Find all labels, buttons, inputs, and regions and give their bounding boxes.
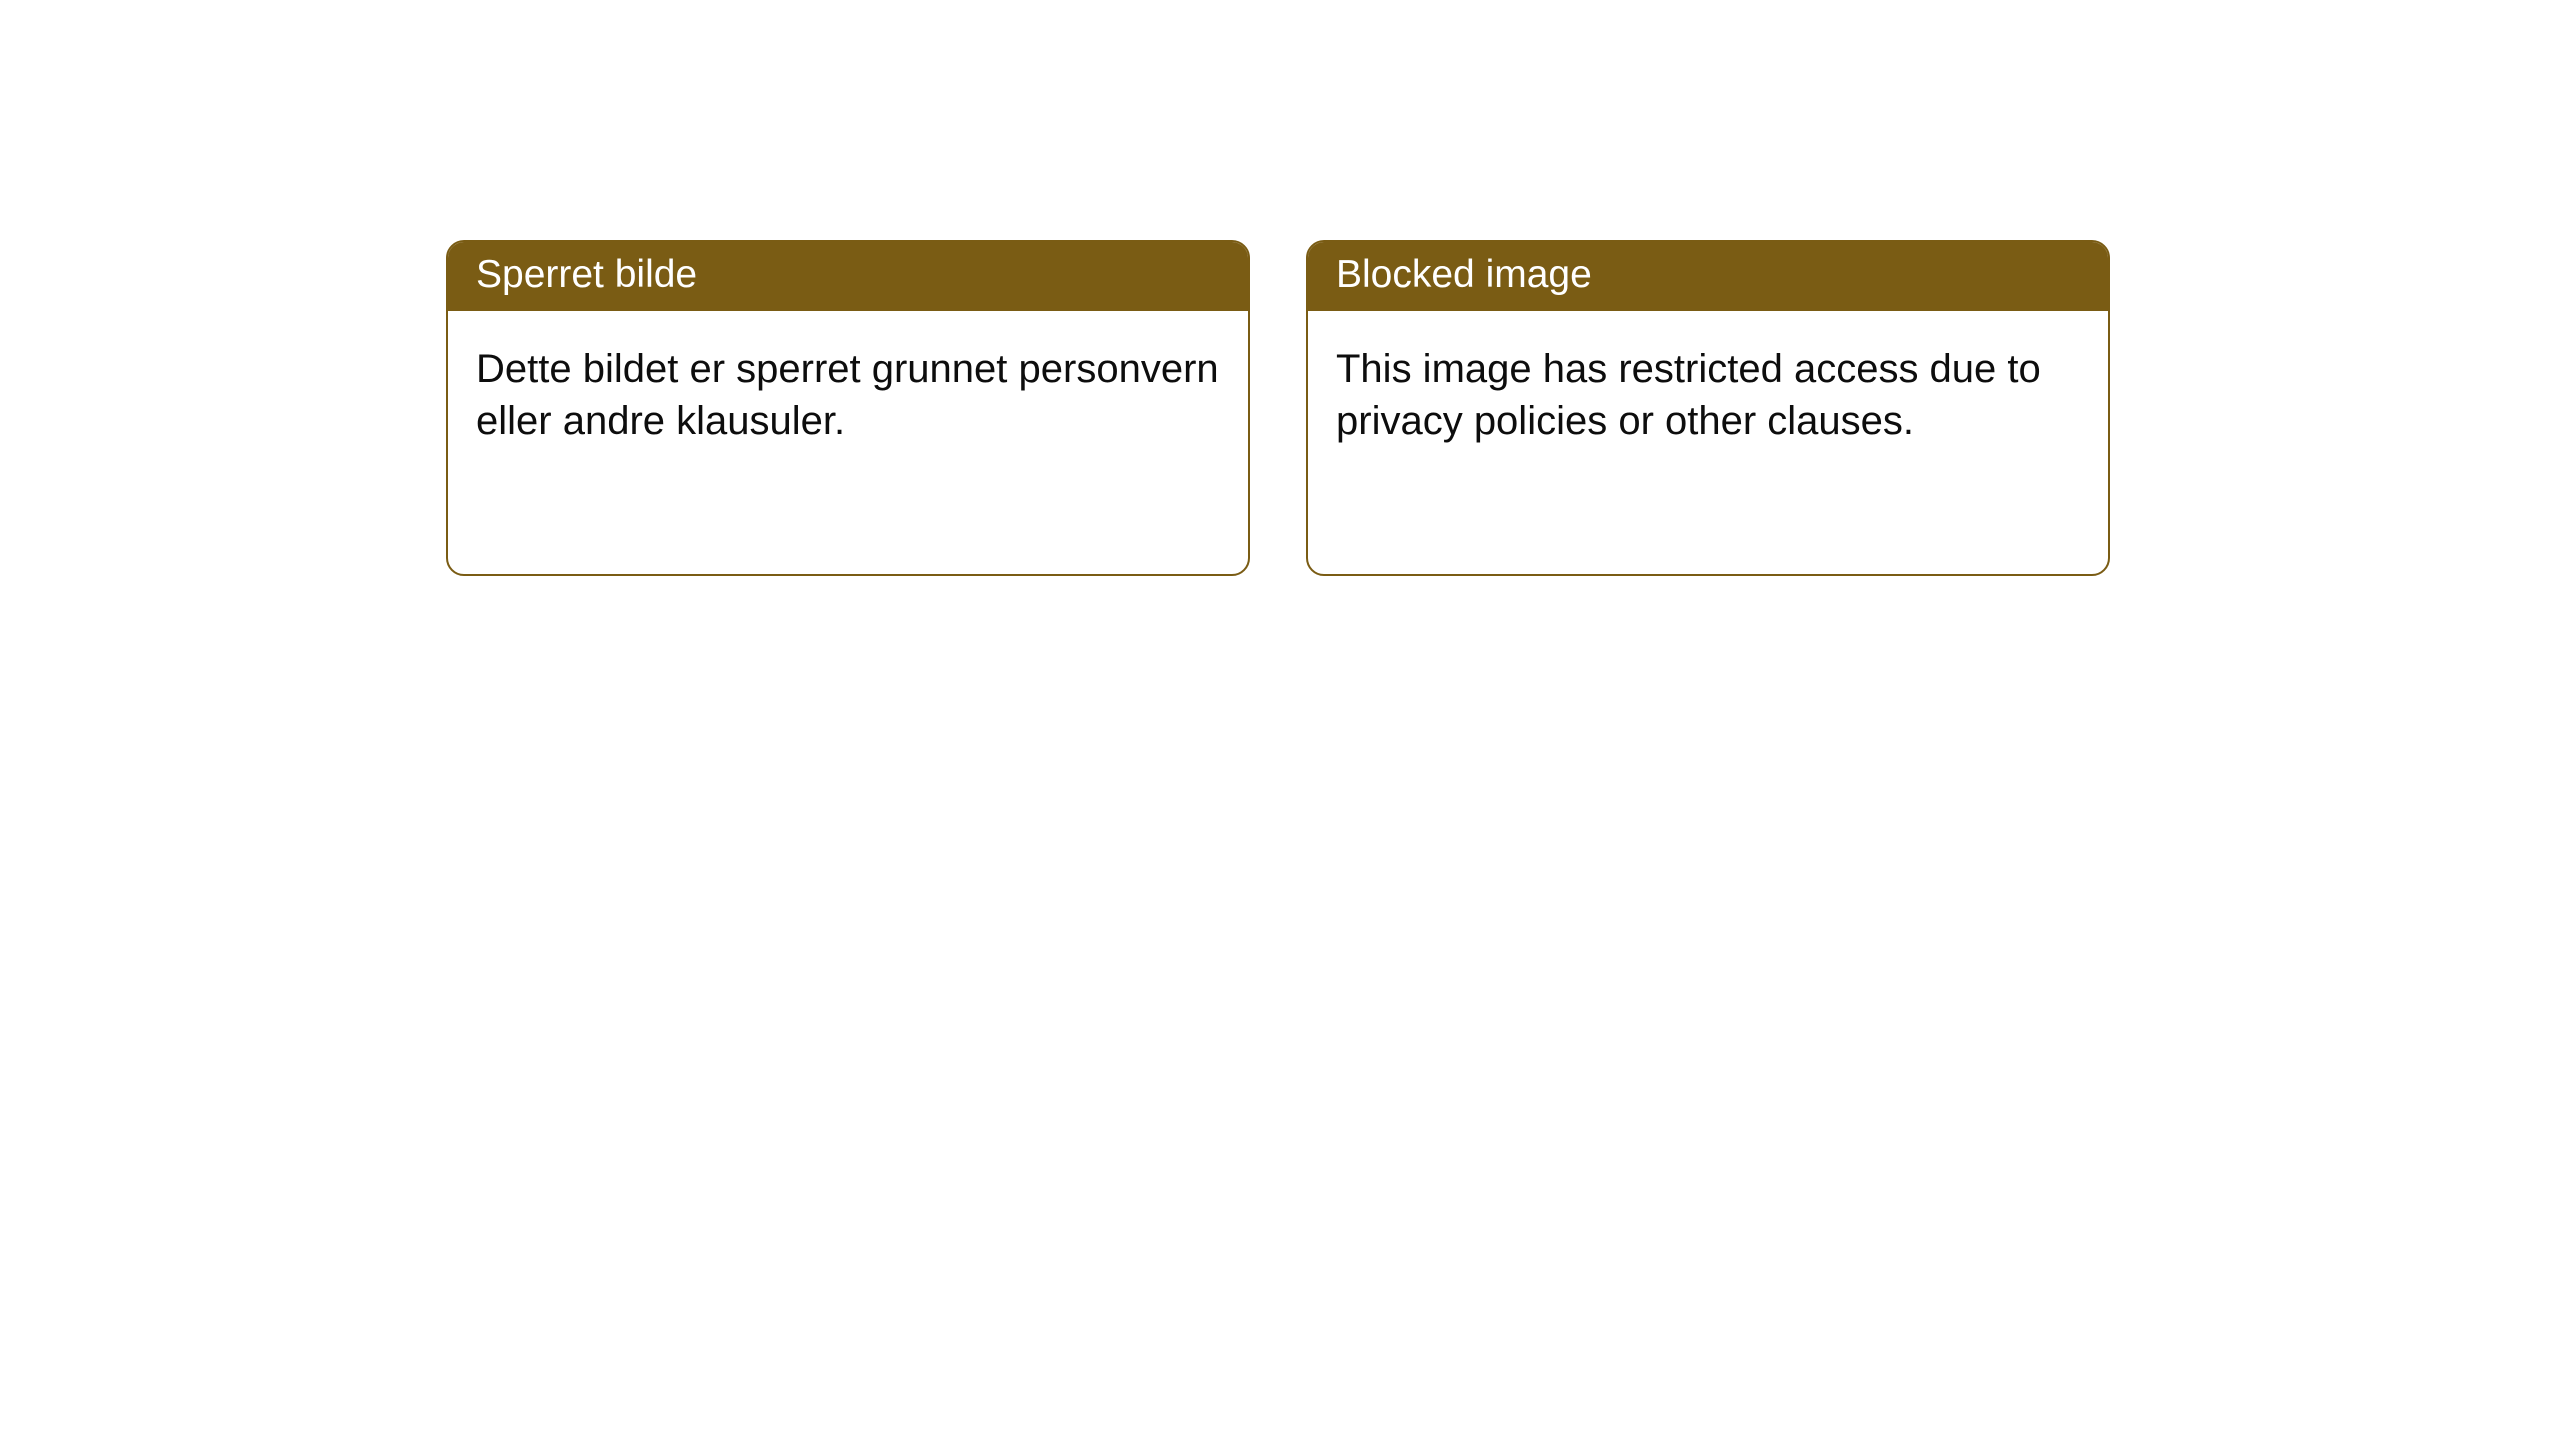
notice-card-header: Sperret bilde bbox=[448, 242, 1248, 311]
notice-card-header: Blocked image bbox=[1308, 242, 2108, 311]
notice-container: Sperret bilde Dette bildet er sperret gr… bbox=[446, 240, 2110, 576]
notice-card-body: Dette bildet er sperret grunnet personve… bbox=[448, 311, 1248, 479]
notice-card-body: This image has restricted access due to … bbox=[1308, 311, 2108, 479]
notice-card-norwegian: Sperret bilde Dette bildet er sperret gr… bbox=[446, 240, 1250, 576]
notice-card-english: Blocked image This image has restricted … bbox=[1306, 240, 2110, 576]
